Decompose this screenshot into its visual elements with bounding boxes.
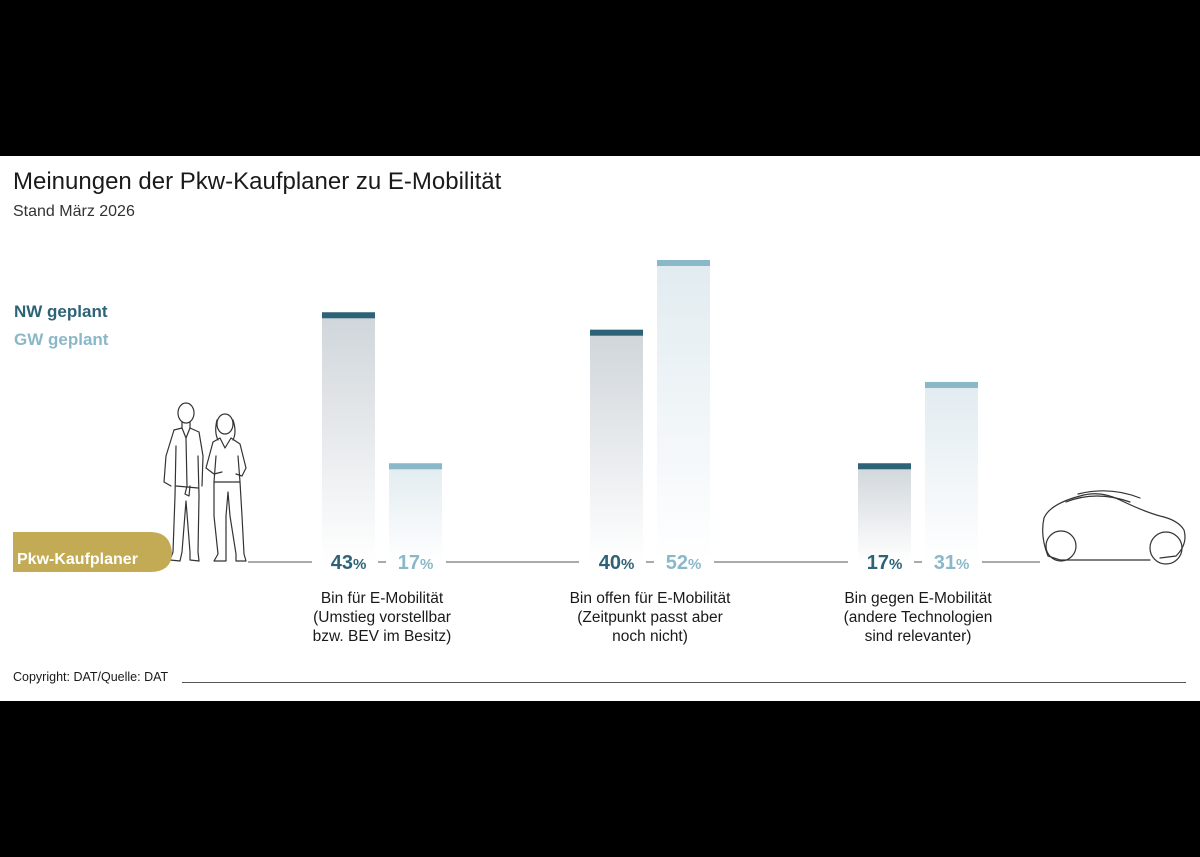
legend-item-nw: NW geplant bbox=[14, 302, 108, 321]
bar-nw-1 bbox=[590, 329, 643, 562]
chart-title: Meinungen der Pkw-Kaufplaner zu E-Mobili… bbox=[13, 168, 502, 195]
category-label-1: Bin offen für E-Mobilität (Zeitpunkt pass… bbox=[570, 590, 732, 645]
value-label-nw-2: 17% bbox=[867, 552, 903, 574]
bar-nw-0 bbox=[322, 312, 375, 562]
bar-cap-gw-2 bbox=[925, 381, 978, 388]
bar-cap-gw-0 bbox=[389, 463, 442, 470]
car-illustration bbox=[1042, 490, 1186, 565]
category-label-2: Bin gegen E-Mobilität (andere Technologie… bbox=[844, 590, 993, 645]
people-illustration bbox=[163, 402, 247, 562]
bar-gw-1 bbox=[657, 260, 710, 562]
value-label-nw-0: 43% bbox=[331, 552, 367, 574]
group-badge bbox=[13, 532, 172, 572]
value-label-gw-0: 17% bbox=[398, 552, 434, 574]
value-label-gw-1: 52% bbox=[666, 552, 702, 574]
value-label-gw-2: 31% bbox=[934, 552, 970, 574]
category-label-0: Bin für E-Mobilität (Umstieg vorstellbar b… bbox=[313, 590, 452, 645]
group-badge-label: Pkw-Kaufplaner bbox=[17, 551, 138, 568]
bar-chart: 43% 17% Bin für E-Mobilität (Umstieg vorste… bbox=[13, 260, 1186, 645]
value-label-nw-1: 40% bbox=[599, 552, 635, 574]
chart-subtitle: Stand März 2026 bbox=[13, 203, 135, 220]
bar-cap-nw-0 bbox=[322, 312, 375, 319]
bar-cap-gw-1 bbox=[657, 260, 710, 266]
bar-gw-0 bbox=[389, 463, 442, 562]
copyright-note: Copyright: DAT/Quelle: DAT bbox=[13, 670, 169, 684]
bar-nw-2 bbox=[858, 463, 911, 562]
bar-cap-nw-2 bbox=[858, 463, 911, 470]
legend-item-gw: GW geplant bbox=[14, 330, 109, 349]
bar-cap-nw-1 bbox=[590, 329, 643, 336]
footer-rule bbox=[182, 682, 1186, 683]
bar-gw-2 bbox=[925, 381, 978, 562]
infographic-panel: Meinungen der Pkw-Kaufplaner zu E-Mobili… bbox=[0, 156, 1200, 701]
